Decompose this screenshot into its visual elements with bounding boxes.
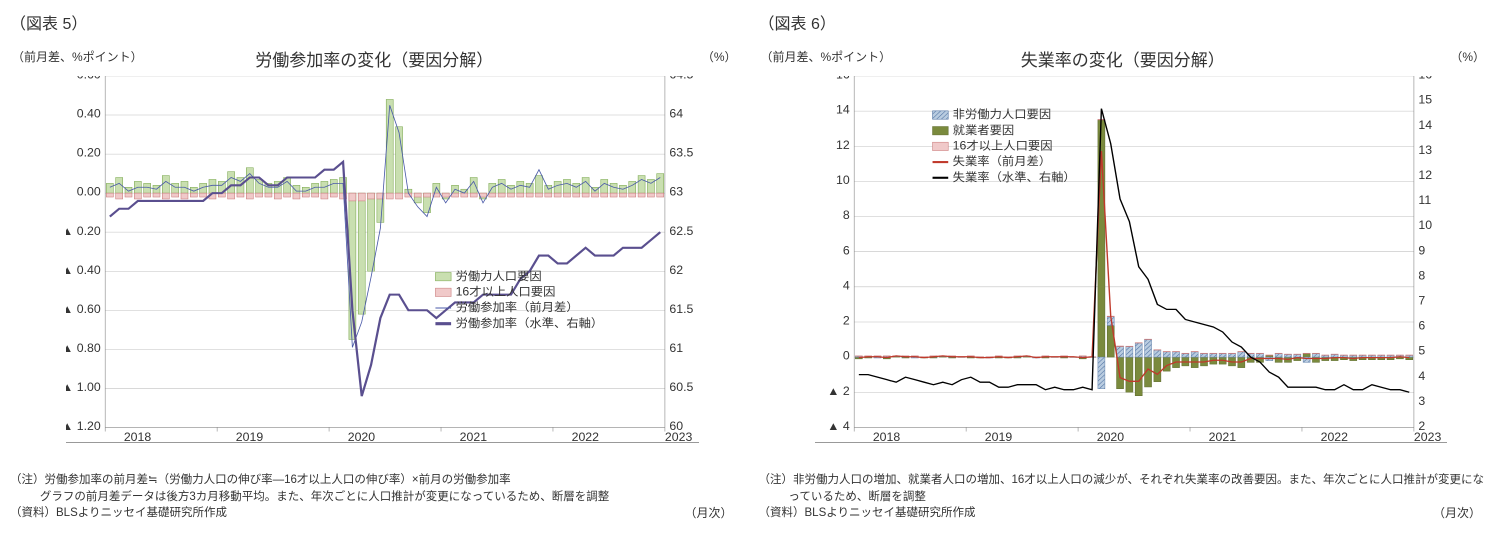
- svg-text:▲ 0.20: ▲ 0.20: [66, 224, 101, 238]
- svg-text:10: 10: [1418, 219, 1432, 233]
- note-line: グラフの前月差データは後方3カ月移動平均。また、年次ごとに人口推計が変更になって…: [10, 489, 739, 506]
- svg-text:6: 6: [1418, 319, 1425, 333]
- svg-text:2018: 2018: [124, 430, 152, 442]
- svg-text:5: 5: [1418, 344, 1425, 358]
- svg-text:2022: 2022: [1320, 430, 1348, 442]
- svg-text:6: 6: [842, 244, 849, 258]
- freq-label: （月次）: [1433, 505, 1481, 522]
- svg-text:64: 64: [669, 107, 683, 121]
- svg-text:▲ 0.80: ▲ 0.80: [66, 341, 101, 355]
- chart5-yright-label: （%）: [702, 48, 737, 65]
- svg-text:14: 14: [1418, 118, 1432, 132]
- svg-text:8: 8: [1418, 269, 1425, 283]
- svg-text:64.5: 64.5: [669, 76, 693, 82]
- note-line: （資料）BLSよりニッセイ基礎研究所作成: [759, 505, 1488, 522]
- svg-text:労働力人口要因: 労働力人口要因: [456, 269, 542, 283]
- chart6-title: 失業率の変化（要因分解）: [759, 46, 1488, 71]
- svg-text:非労働力人口要因: 非労働力人口要因: [952, 108, 1050, 122]
- svg-text:2: 2: [842, 314, 849, 328]
- svg-text:2018: 2018: [872, 430, 900, 442]
- svg-text:2022: 2022: [572, 430, 600, 442]
- chart5-title: 労働参加率の変化（要因分解）: [10, 46, 739, 71]
- panel-chart5: （図表 5） （前月差、%ポイント） 労働参加率の変化（要因分解） （%） 0.…: [10, 10, 739, 522]
- svg-text:62: 62: [669, 263, 683, 277]
- svg-text:7: 7: [1418, 294, 1425, 308]
- svg-text:労働参加率（前月差）: 労働参加率（前月差）: [456, 301, 579, 315]
- svg-text:61.5: 61.5: [669, 302, 693, 316]
- svg-text:就業者要因: 就業者要因: [952, 123, 1014, 137]
- svg-text:12: 12: [836, 138, 850, 152]
- svg-text:▲ 2: ▲ 2: [827, 384, 850, 398]
- svg-text:3: 3: [1418, 394, 1425, 408]
- fig-label-6: （図表 6）: [759, 10, 1488, 34]
- chart5-wrap: （前月差、%ポイント） 労働参加率の変化（要因分解） （%） 0.600.400…: [10, 38, 739, 468]
- svg-text:失業率（前月差）: 失業率（前月差）: [952, 155, 1050, 169]
- svg-text:▲ 0.40: ▲ 0.40: [66, 263, 101, 277]
- svg-text:2023: 2023: [665, 430, 693, 442]
- svg-text:2019: 2019: [236, 430, 264, 442]
- svg-text:16才以上人口要因: 16才以上人口要因: [456, 285, 556, 299]
- svg-text:16: 16: [1418, 76, 1432, 82]
- svg-text:63: 63: [669, 185, 683, 199]
- panel-chart6: （図表 6） （前月差、%ポイント） 失業率の変化（要因分解） （%） 1614…: [759, 10, 1488, 522]
- svg-text:0.00: 0.00: [77, 185, 101, 199]
- freq-label: （月次）: [684, 505, 732, 522]
- svg-text:2019: 2019: [984, 430, 1012, 442]
- charts-container: （図表 5） （前月差、%ポイント） 労働参加率の変化（要因分解） （%） 0.…: [10, 10, 1487, 522]
- svg-text:▲ 0.60: ▲ 0.60: [66, 302, 101, 316]
- svg-text:▲ 1.00: ▲ 1.00: [66, 380, 101, 394]
- svg-text:8: 8: [842, 209, 849, 223]
- svg-text:16: 16: [836, 76, 850, 82]
- svg-text:2023: 2023: [1413, 430, 1441, 442]
- svg-text:失業率（水準、右軸）: 失業率（水準、右軸）: [952, 170, 1075, 184]
- note-line: （注）非労働力人口の増加、就業者人口の増加、16才以上人口の減少が、それぞれ失業…: [759, 472, 1488, 505]
- note-line: （注）労働参加率の前月差≒（労働力人口の伸び率―16才以上人口の伸び率）×前月の…: [10, 472, 739, 489]
- chart6-notes: （注）非労働力人口の増加、就業者人口の増加、16才以上人口の減少が、それぞれ失業…: [759, 472, 1488, 522]
- note-line: （資料）BLSよりニッセイ基礎研究所作成: [10, 505, 739, 522]
- svg-text:2021: 2021: [460, 430, 488, 442]
- svg-text:0.60: 0.60: [77, 76, 101, 82]
- svg-text:15: 15: [1418, 93, 1432, 107]
- svg-text:14: 14: [836, 103, 850, 117]
- svg-text:▲ 4: ▲ 4: [827, 419, 850, 433]
- svg-text:2020: 2020: [1096, 430, 1124, 442]
- svg-text:0: 0: [842, 349, 849, 363]
- svg-text:12: 12: [1418, 168, 1432, 182]
- svg-text:4: 4: [842, 279, 849, 293]
- svg-text:11: 11: [1418, 193, 1431, 207]
- chart5-notes: （注）労働参加率の前月差≒（労働力人口の伸び率―16才以上人口の伸び率）×前月の…: [10, 472, 739, 522]
- svg-text:10: 10: [836, 173, 850, 187]
- chart5-plot: 0.60 0.40 0.20 0.00 ▲ 0.20 ▲ 0.40 ▲ 0.60 ▲ 0.80…: [66, 76, 699, 443]
- svg-text:▲ 1.20: ▲ 1.20: [66, 419, 101, 433]
- chart6-yright-label: （%）: [1450, 48, 1485, 65]
- svg-text:60.5: 60.5: [669, 380, 693, 394]
- svg-text:0.20: 0.20: [77, 146, 101, 160]
- svg-text:13: 13: [1418, 143, 1432, 157]
- svg-text:61: 61: [669, 341, 683, 355]
- chart6-wrap: （前月差、%ポイント） 失業率の変化（要因分解） （%） 16141210864…: [759, 38, 1488, 468]
- svg-text:2020: 2020: [348, 430, 376, 442]
- svg-text:2021: 2021: [1208, 430, 1236, 442]
- svg-text:62.5: 62.5: [669, 224, 693, 238]
- svg-text:4: 4: [1418, 369, 1425, 383]
- svg-text:0.40: 0.40: [77, 107, 101, 121]
- svg-text:16才以上人口要因: 16才以上人口要因: [952, 139, 1052, 153]
- svg-text:63.5: 63.5: [669, 146, 693, 160]
- chart6-plot: 16 14 12 10 8 6 4 2 0 ▲ 2 ▲ 4 16 15 14 13 12 11 10 9 8 7 6 5 4 3…: [815, 76, 1448, 443]
- fig-label-5: （図表 5）: [10, 10, 739, 34]
- svg-text:9: 9: [1418, 244, 1425, 258]
- svg-text:労働参加率（水準、右軸）: 労働参加率（水準、右軸）: [456, 316, 604, 330]
